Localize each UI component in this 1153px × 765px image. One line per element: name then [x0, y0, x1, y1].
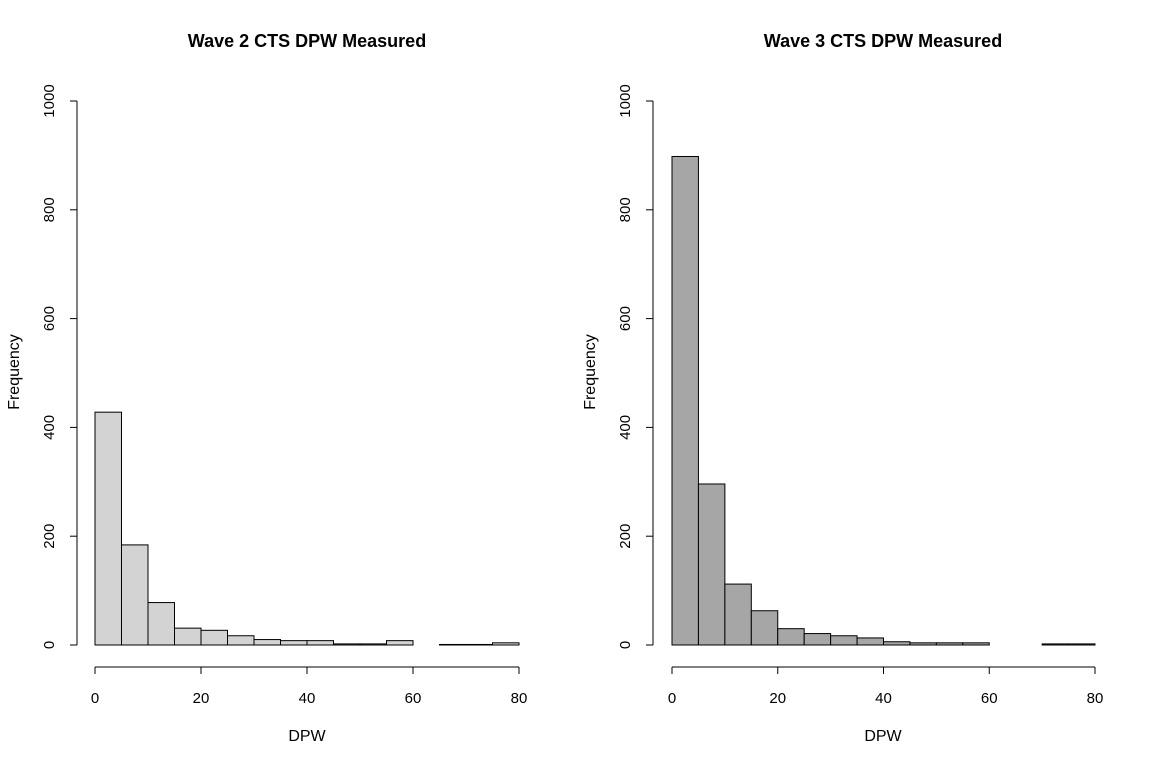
- y-axis: 0 200 400 600 800 1000: [617, 84, 654, 649]
- y-axis-label: Frequency: [6, 334, 23, 410]
- histogram-bar: [697, 483, 726, 646]
- y-tick-label: 0: [41, 641, 58, 649]
- y-tick-label: 200: [41, 524, 58, 549]
- histogram-bar: [1041, 643, 1070, 646]
- histogram-bar: [439, 643, 467, 646]
- histogram-bar: [909, 642, 937, 646]
- histogram-bar: [147, 602, 175, 646]
- histogram-bar: [386, 640, 414, 646]
- y-tick-label: 600: [617, 306, 634, 331]
- y-tick-label: 800: [617, 197, 634, 222]
- histogram-bar: [333, 643, 361, 646]
- x-axis-label: DPW: [288, 728, 326, 745]
- histogram-bar: [777, 628, 805, 646]
- histogram-bar: [174, 627, 202, 646]
- y-tick-label: 600: [41, 306, 58, 331]
- x-tick-label: 60: [981, 690, 998, 707]
- histogram-panel-wave3: Wave 3 CTS DPW Measured Frequency DPW 0 2…: [582, 31, 1103, 745]
- x-tick-label: 0: [668, 690, 676, 707]
- histogram-bar: [121, 544, 149, 646]
- x-tick-label: 80: [511, 690, 528, 707]
- x-tick-label: 20: [193, 690, 210, 707]
- y-tick-label: 1000: [41, 84, 58, 117]
- y-tick-label: 1000: [617, 84, 634, 117]
- histogram-bar: [280, 640, 308, 646]
- bars: [671, 155, 1096, 646]
- histogram-bar: [492, 642, 520, 646]
- histogram-bar: [935, 642, 964, 646]
- y-tick-label: 400: [41, 415, 58, 440]
- histogram-bar: [883, 641, 911, 646]
- x-tick-label: 20: [769, 690, 786, 707]
- histogram-bar: [94, 411, 122, 646]
- histogram-bar: [227, 635, 255, 646]
- histogram-bar: [803, 633, 832, 646]
- histogram-bar: [856, 637, 884, 646]
- x-tick-label: 40: [875, 690, 892, 707]
- y-tick-label: 800: [41, 197, 58, 222]
- x-axis-label: DPW: [864, 728, 902, 745]
- histogram-bar: [671, 155, 699, 646]
- y-tick-label: 400: [617, 415, 634, 440]
- histogram-bar: [465, 643, 493, 646]
- histogram-bar: [962, 642, 990, 646]
- y-axis: 0 200 400 600 800 1000: [41, 84, 78, 649]
- bars: [94, 411, 520, 646]
- histogram-bar: [306, 640, 334, 646]
- x-axis: 0 20 40 60 80: [91, 666, 528, 707]
- histogram-bar: [200, 629, 228, 646]
- x-tick-label: 40: [299, 690, 316, 707]
- histogram-bar: [724, 583, 752, 646]
- x-axis: 0 20 40 60 80: [668, 666, 1104, 707]
- chart-title: Wave 2 CTS DPW Measured: [188, 31, 426, 51]
- x-tick-label: 0: [91, 690, 99, 707]
- x-tick-label: 80: [1087, 690, 1104, 707]
- histogram-bar: [830, 635, 858, 646]
- histogram-panel-wave2: Wave 2 CTS DPW Measured Frequency DPW 0 2…: [6, 31, 527, 745]
- x-tick-label: 60: [405, 690, 422, 707]
- histogram-bar: [1068, 643, 1096, 646]
- chart-title: Wave 3 CTS DPW Measured: [764, 31, 1002, 51]
- y-tick-label: 200: [617, 524, 634, 549]
- histogram-bar: [750, 610, 779, 646]
- histogram-bar: [359, 643, 387, 646]
- y-axis-label: Frequency: [582, 334, 599, 410]
- histogram-bar: [253, 639, 281, 646]
- y-tick-label: 0: [617, 641, 634, 649]
